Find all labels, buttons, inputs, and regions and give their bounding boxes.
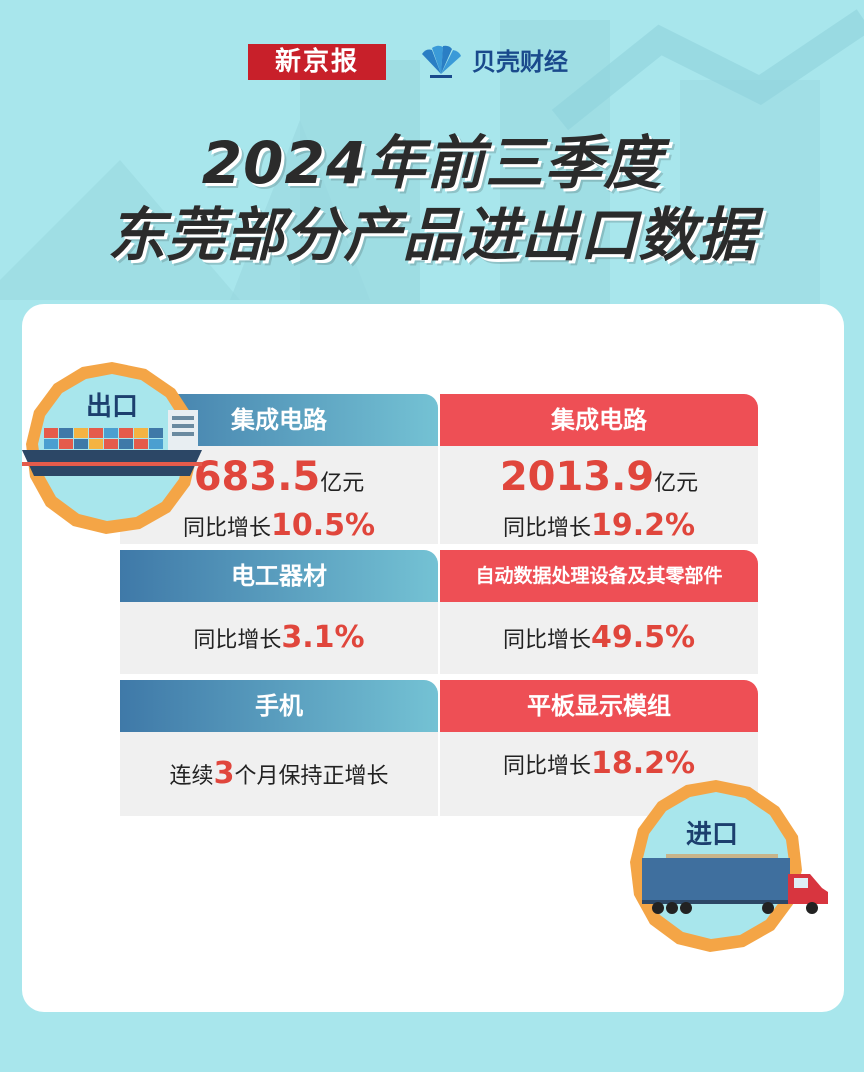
import-item-2-growth-label: 同比增长: [502, 628, 591, 653]
brand-beike-text: 贝壳财经: [472, 48, 568, 76]
import-item-1-growth: 19.2%: [590, 508, 696, 543]
import-item-3-growth-label: 同比增长: [502, 754, 591, 779]
export-item-2-header: 电工器材: [120, 550, 438, 602]
export-item-3-header: 手机: [120, 680, 438, 732]
export-item-2-growth: 3.1%: [281, 620, 365, 655]
export-item-2-growth-label: 同比增长: [193, 628, 282, 653]
export-item-2-body: 同比增长3.1%: [120, 602, 438, 674]
export-item-3-text-prefix: 连续: [169, 764, 214, 789]
export-item-1-growth: 10.5%: [270, 508, 376, 543]
page-title-line2: 东莞部分产品进出口数据: [107, 201, 757, 269]
truck-icon: [630, 780, 828, 952]
import-item-1-growth-label: 同比增长: [502, 516, 591, 541]
import-item-1-header: 集成电路: [440, 394, 758, 446]
import-item-3-body: 同比增长18.2%: [440, 732, 758, 816]
export-item-3-body: 连续3个月保持正增长: [120, 732, 438, 816]
brand-bar: 新京报 贝壳财经: [0, 42, 864, 82]
import-item-1-unit: 亿元: [654, 471, 699, 496]
export-item-3-text-suffix: 个月保持正增长: [234, 764, 389, 789]
import-item-2-growth: 49.5%: [590, 620, 696, 655]
export-badge: 出口: [22, 358, 202, 538]
import-item-1-value: 2013.9: [499, 454, 655, 500]
export-item-1-value: 683.5: [193, 454, 321, 500]
import-item-3-growth: 18.2%: [590, 746, 696, 781]
import-item-1-body: 2013.9亿元 同比增长19.2%: [440, 446, 758, 544]
export-item-1-unit: 亿元: [320, 471, 365, 496]
export-badge-label: 出口: [86, 392, 139, 422]
page-title-line1: 2024年前三季度: [201, 129, 663, 197]
export-item-1-growth-label: 同比增长: [182, 516, 271, 541]
brand-beike-logo: 贝壳财经: [416, 42, 616, 82]
brand-bjnews-logo: 新京报: [248, 44, 386, 80]
import-badge: 进口: [626, 776, 828, 956]
import-badge-label: 进口: [686, 820, 739, 850]
shell-icon: [422, 45, 461, 78]
export-item-3-number: 3: [213, 756, 235, 791]
import-item-2-body: 同比增长49.5%: [440, 602, 758, 674]
import-item-3-header: 平板显示模组: [440, 680, 758, 732]
import-item-2-header: 自动数据处理设备及其零部件: [440, 550, 758, 602]
cargo-ship-icon: [22, 362, 202, 534]
